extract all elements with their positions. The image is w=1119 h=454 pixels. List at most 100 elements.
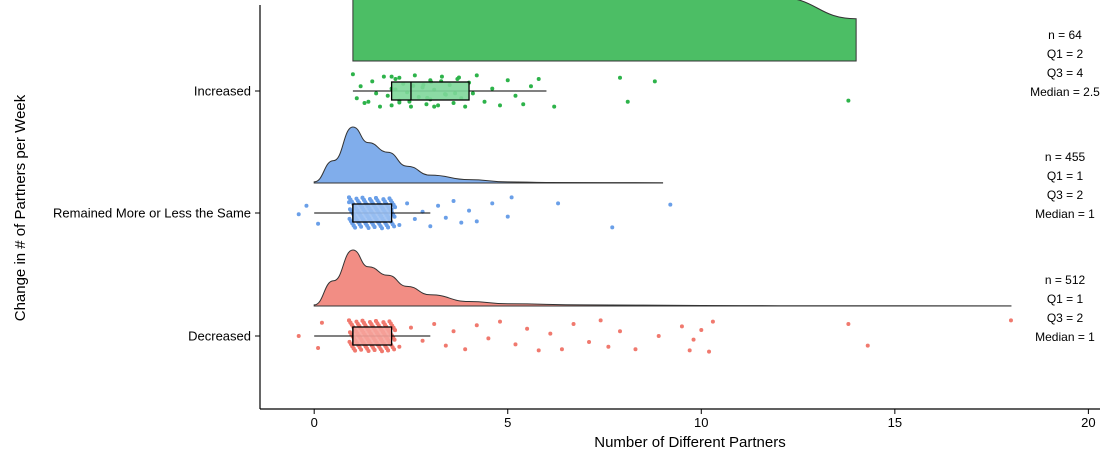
data-point	[436, 103, 441, 108]
data-point	[536, 348, 541, 353]
data-point	[354, 96, 359, 101]
data-point	[618, 329, 622, 334]
data-point	[559, 347, 564, 352]
data-point	[380, 226, 385, 231]
data-point	[349, 199, 354, 204]
box-iqr	[352, 203, 393, 223]
data-point	[1008, 318, 1013, 323]
data-point	[432, 104, 437, 109]
data-point	[381, 74, 386, 79]
data-point	[393, 77, 398, 81]
x-tick-label: 10	[694, 415, 708, 430]
data-point	[474, 323, 479, 328]
data-point	[482, 99, 487, 104]
data-point	[393, 205, 398, 210]
data-point	[397, 344, 402, 349]
stat-annotation: Q3 = 2	[1047, 311, 1084, 325]
data-point	[351, 346, 356, 351]
data-point	[610, 225, 615, 230]
data-point	[349, 322, 354, 327]
data-point	[451, 101, 456, 105]
data-point	[392, 224, 397, 229]
data-point	[382, 199, 387, 204]
data-point	[451, 199, 456, 203]
data-point	[571, 322, 576, 326]
data-point	[699, 328, 704, 332]
data-point	[633, 347, 638, 352]
data-point	[372, 225, 377, 230]
data-point	[505, 214, 510, 219]
data-point	[358, 84, 363, 89]
data-point	[372, 348, 377, 353]
data-point	[374, 91, 379, 96]
data-point	[710, 319, 715, 324]
stat-annotation: n = 64	[1048, 28, 1082, 42]
data-point	[521, 102, 526, 107]
data-point	[451, 329, 456, 334]
stat-annotation: Q3 = 2	[1047, 188, 1084, 202]
data-point	[536, 77, 541, 81]
data-point	[359, 347, 364, 352]
data-point	[316, 346, 321, 350]
data-point	[304, 203, 309, 208]
data-point	[351, 223, 356, 228]
stat-annotation: Median = 2.5	[1030, 85, 1100, 99]
x-axis-title: Number of Different Partners	[594, 434, 785, 451]
data-point	[407, 99, 412, 104]
data-point	[412, 73, 417, 78]
data-point	[389, 74, 394, 79]
data-point	[386, 225, 391, 230]
x-tick-label: 20	[1081, 415, 1095, 430]
data-point	[397, 75, 402, 80]
data-point	[490, 201, 495, 206]
stat-annotation: n = 455	[1045, 150, 1086, 164]
box-iqr	[390, 81, 470, 101]
data-point	[389, 103, 394, 108]
data-point	[490, 86, 495, 91]
data-point	[528, 84, 533, 89]
data-point	[509, 195, 514, 200]
data-point	[513, 93, 518, 98]
data-point	[525, 326, 530, 331]
data-point	[456, 75, 461, 80]
data-point	[366, 225, 371, 230]
data-point	[463, 104, 468, 109]
data-point	[587, 340, 592, 344]
data-point	[846, 322, 851, 326]
data-point	[378, 104, 382, 109]
data-point	[606, 344, 611, 349]
y-axis: Increased Remained More or Less the Same D…	[53, 5, 261, 409]
data-point	[370, 79, 375, 84]
data-point	[397, 223, 402, 227]
stat-annotation: Q1 = 2	[1047, 47, 1084, 61]
data-point	[366, 348, 371, 353]
data-point	[350, 72, 355, 77]
y-tick-label: Remained More or Less the Same	[53, 206, 251, 221]
x-tick-label: 15	[888, 415, 902, 430]
data-point	[373, 196, 378, 201]
data-point	[470, 91, 475, 96]
data-point	[467, 208, 472, 213]
y-tick-label: Decreased	[188, 329, 251, 344]
data-point	[386, 348, 391, 353]
data-point	[707, 349, 712, 354]
data-point	[366, 99, 371, 104]
data-point	[691, 337, 696, 342]
data-point	[625, 99, 630, 104]
data-point	[656, 334, 661, 338]
data-point	[443, 215, 448, 220]
data-point	[380, 349, 385, 354]
data-point	[846, 98, 851, 103]
density-cloud	[352, 0, 857, 62]
data-point	[679, 324, 684, 329]
data-point	[865, 343, 870, 348]
data-point	[420, 338, 425, 343]
stat-annotation: Q1 = 1	[1047, 292, 1084, 306]
data-point	[361, 197, 366, 202]
data-point	[652, 79, 657, 84]
data-point	[598, 318, 603, 323]
data-point	[436, 203, 441, 208]
data-point	[392, 347, 397, 352]
stat-annotation: Q1 = 1	[1047, 169, 1084, 183]
